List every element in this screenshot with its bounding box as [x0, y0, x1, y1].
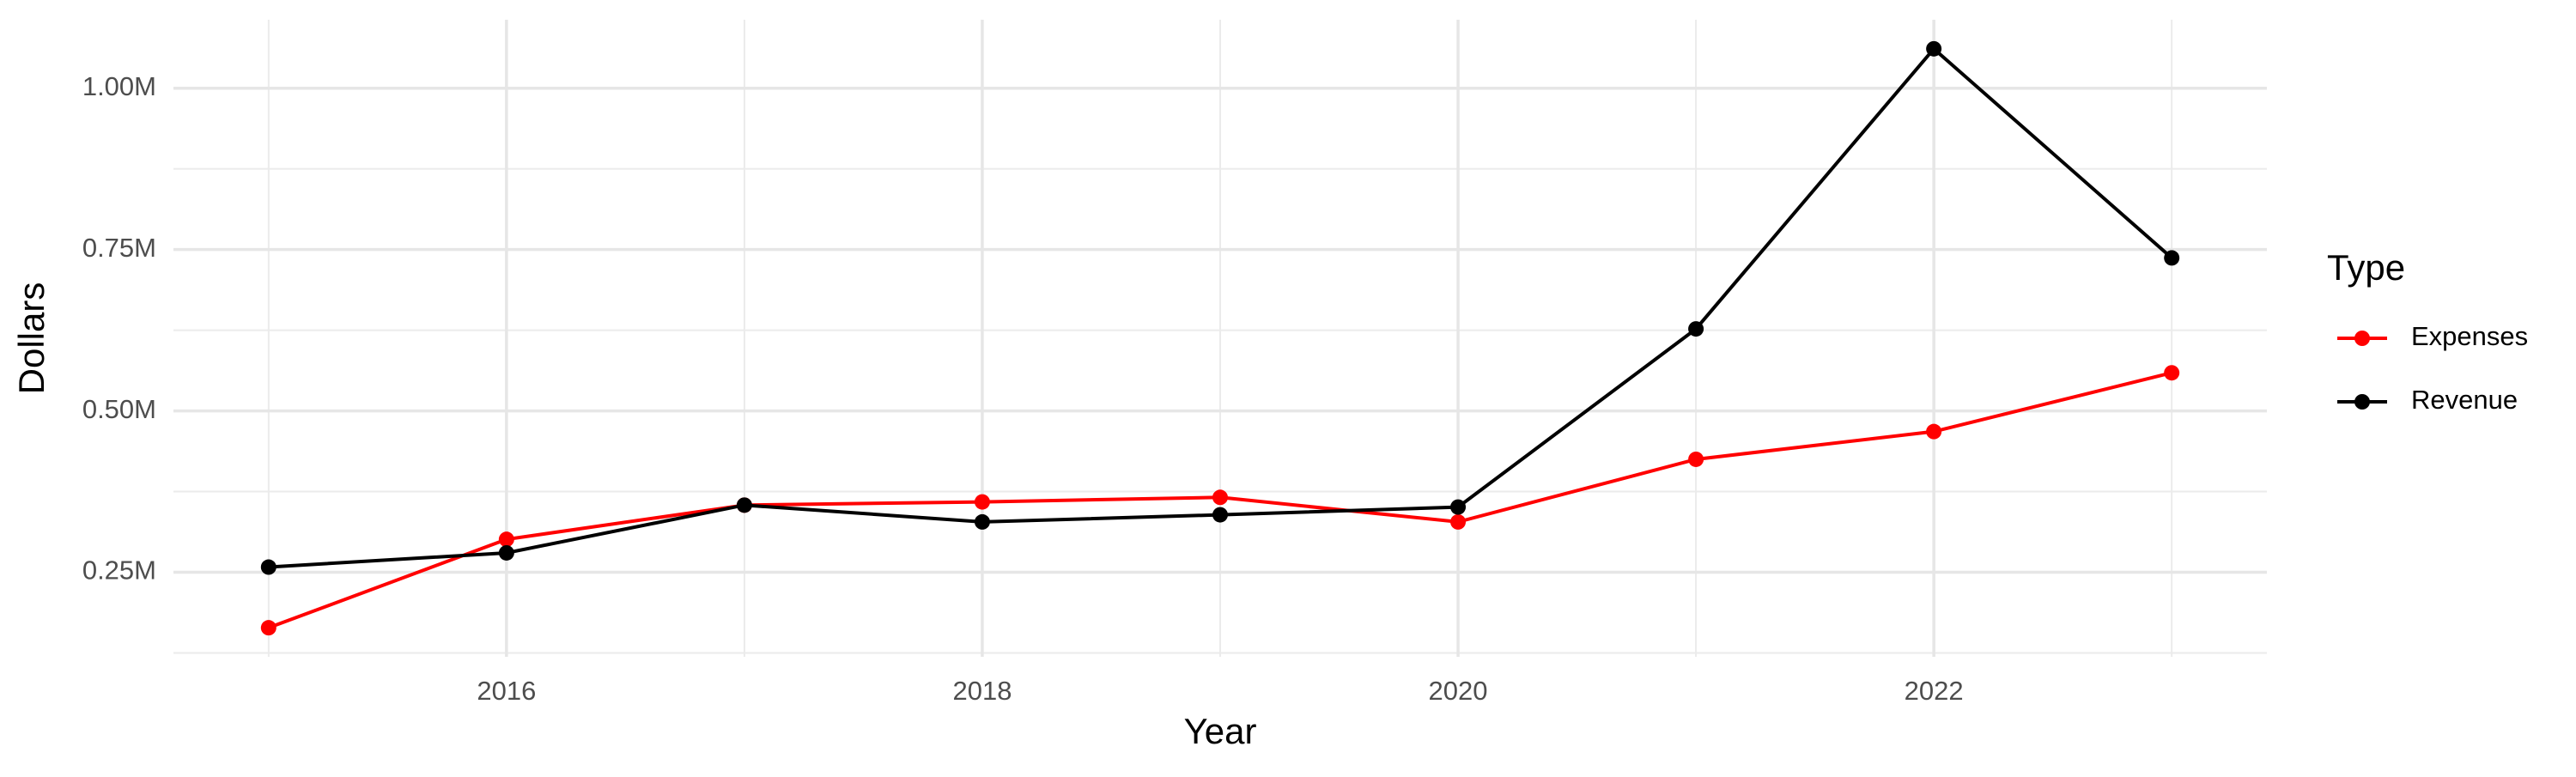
data-point [1212, 507, 1228, 523]
data-point [2164, 250, 2180, 266]
data-point [2164, 365, 2180, 381]
x-tick-label: 2018 [952, 676, 1012, 706]
x-tick-label: 2016 [477, 676, 536, 706]
y-tick-label: 1.00M [82, 71, 156, 101]
data-point [1688, 451, 1704, 467]
data-point [974, 494, 990, 510]
legend-label: Expenses [2411, 321, 2528, 351]
data-point [1926, 40, 1942, 57]
legend-marker [2354, 394, 2370, 410]
x-tick-label: 2020 [1429, 676, 1488, 706]
y-tick-label: 0.75M [82, 233, 156, 263]
data-point [1450, 513, 1467, 530]
data-point [1688, 321, 1704, 337]
x-tick-label: 2022 [1905, 676, 1964, 706]
data-point [260, 559, 276, 575]
data-point [498, 544, 514, 561]
data-point [1926, 423, 1942, 440]
data-point [1212, 489, 1228, 506]
legend-label: Revenue [2411, 385, 2518, 415]
y-tick-label: 0.50M [82, 394, 156, 424]
data-point [736, 497, 752, 513]
x-axis-title: Year [1184, 711, 1257, 751]
data-point [260, 620, 276, 636]
data-point [498, 531, 514, 548]
legend-title: Type [2327, 247, 2405, 288]
legend-marker [2354, 331, 2370, 346]
y-tick-label: 0.25M [82, 555, 156, 586]
data-point [974, 513, 990, 530]
y-axis-title: Dollars [11, 282, 52, 395]
data-point [1450, 499, 1467, 515]
